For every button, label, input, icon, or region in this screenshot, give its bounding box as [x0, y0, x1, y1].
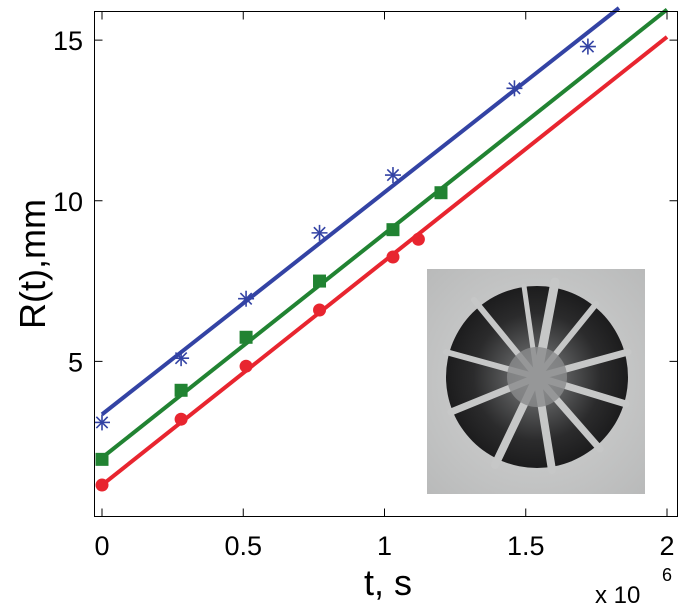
- x-axis-label: t, s: [364, 562, 412, 603]
- x-tick-label: 2: [659, 531, 674, 561]
- x-multiplier-label: x 10: [595, 582, 640, 609]
- data-point-1-4: [311, 224, 328, 241]
- inset-photo: [427, 269, 645, 494]
- fit-line-2: [100, 8, 669, 460]
- y-tick-label: 5: [68, 347, 83, 377]
- data-markers: [94, 38, 596, 492]
- data-point-1-7: [579, 38, 596, 55]
- data-point-3-6: [411, 232, 425, 246]
- data-point-1-2: [173, 350, 190, 367]
- data-point-2-5: [386, 223, 400, 237]
- y-axis-label: R(t),mm: [12, 199, 53, 329]
- data-point-3-2: [174, 412, 188, 426]
- data-point-3-1: [95, 478, 109, 492]
- axis-ticks: [94, 11, 678, 517]
- x-tick-label: 0: [94, 531, 109, 561]
- data-point-2-1: [95, 452, 109, 466]
- fit-line-1: [100, 6, 621, 416]
- x-multiplier-exponent: 6: [662, 565, 672, 585]
- x-tick-label: 1.5: [507, 531, 545, 561]
- fit-lines: [100, 6, 669, 487]
- data-point-2-3: [239, 330, 253, 344]
- x-tick-label: 1: [377, 531, 392, 561]
- data-point-2-2: [174, 383, 188, 397]
- data-point-3-5: [386, 250, 400, 264]
- data-point-1-6: [506, 80, 523, 97]
- data-point-3-4: [313, 303, 327, 317]
- y-tick-label: 15: [53, 26, 83, 56]
- data-point-1-5: [384, 167, 401, 184]
- tick-labels: 0 0.5 1 1.5 2 5 10 15: [53, 26, 675, 561]
- x-tick-label: 0.5: [224, 531, 262, 561]
- data-point-1-3: [238, 290, 255, 307]
- data-point-3-3: [239, 359, 253, 373]
- fit-line-3: [100, 35, 669, 487]
- data-point-2-4: [313, 274, 327, 288]
- data-point-2-6: [434, 186, 448, 200]
- y-tick-label: 10: [53, 187, 83, 217]
- data-point-1-1: [94, 414, 110, 431]
